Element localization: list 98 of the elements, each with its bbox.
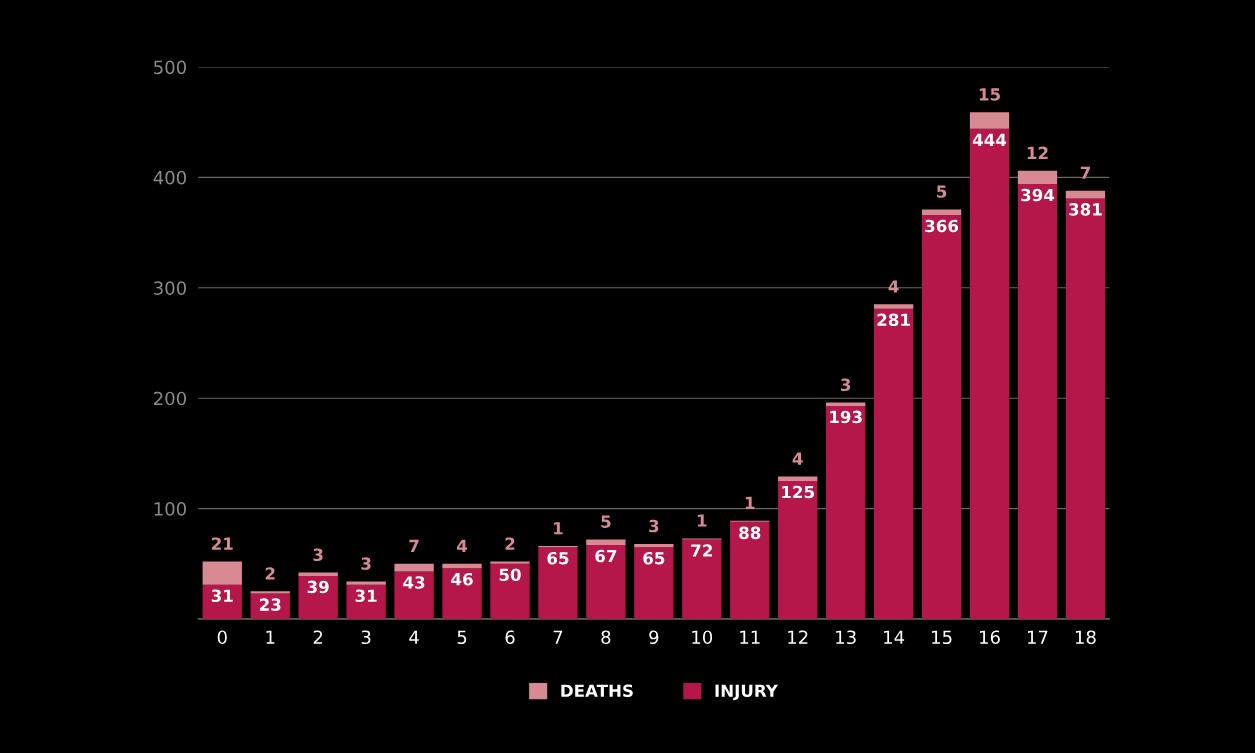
- data-label: 7: [1080, 166, 1090, 179]
- data-label: 3: [361, 557, 371, 570]
- data-label: 23: [259, 598, 281, 611]
- bar: [969, 128, 1010, 619]
- data-label: 2: [505, 537, 515, 550]
- x-tick-label: 15: [932, 630, 952, 645]
- data-label: 72: [691, 544, 712, 557]
- y-tick-label: 200: [154, 391, 186, 406]
- bar: [634, 547, 674, 619]
- x-tick-label: 2: [313, 630, 323, 644]
- data-label: 65: [643, 551, 665, 565]
- data-label: 125: [782, 485, 814, 499]
- bar: [202, 561, 242, 585]
- x-tick-label: 17: [1027, 630, 1048, 644]
- data-label: 4: [888, 280, 899, 293]
- legend-label: INJURY: [715, 684, 779, 701]
- x-tick-label: 7: [553, 630, 563, 644]
- x-tick-label: 9: [649, 630, 659, 645]
- x-tick-label: 5: [457, 630, 467, 645]
- y-tick-label: 100: [154, 502, 186, 516]
- bar: [586, 539, 626, 545]
- bar: [826, 405, 866, 619]
- x-tick-label: 12: [788, 630, 808, 644]
- data-label: 5: [937, 185, 947, 198]
- bar: [442, 563, 482, 569]
- x-tick-label: 10: [692, 630, 713, 645]
- bar: [873, 308, 914, 619]
- bar: [778, 480, 818, 619]
- bar: [298, 575, 338, 619]
- x-tick-label: 14: [884, 630, 905, 644]
- bar: [873, 304, 914, 309]
- data-label: 4: [792, 452, 803, 465]
- data-label: 67: [595, 549, 617, 563]
- data-label: 1: [554, 522, 563, 535]
- data-label: 3: [840, 378, 851, 392]
- x-tick-label: 8: [601, 630, 611, 645]
- x-tick-label: 13: [836, 630, 856, 645]
- data-label: 43: [403, 576, 425, 589]
- data-label: 31: [355, 589, 377, 603]
- y-tick-label: 400: [153, 170, 186, 185]
- data-label: 7: [409, 539, 419, 552]
- legend-label: DEATHS: [561, 684, 633, 698]
- data-label: 15: [979, 88, 1000, 101]
- bar: [394, 563, 434, 572]
- x-tick-label: 11: [740, 630, 760, 644]
- bar: [586, 545, 626, 619]
- bar: [202, 584, 242, 619]
- bar: [730, 521, 770, 619]
- x-tick-label: 4: [409, 630, 419, 644]
- data-label: 381: [1069, 203, 1102, 216]
- bar: [682, 539, 722, 619]
- bar: [778, 476, 818, 481]
- data-label: 31: [211, 589, 233, 603]
- bar: [1065, 190, 1106, 199]
- x-tick-label: 16: [980, 630, 1000, 645]
- x-tick-label: 3: [361, 630, 371, 645]
- data-label: 366: [925, 219, 959, 233]
- data-label: 50: [499, 568, 521, 582]
- data-label: 1: [697, 514, 707, 527]
- x-tick-label: 1: [266, 630, 275, 644]
- bar: [346, 584, 386, 619]
- bar: [250, 591, 290, 594]
- bar: [1017, 184, 1058, 619]
- data-label: 21: [211, 537, 233, 550]
- data-label: 5: [601, 515, 611, 528]
- bar: [538, 547, 578, 619]
- data-label: 193: [830, 410, 862, 424]
- bar: [1065, 198, 1106, 619]
- bar: [394, 571, 434, 619]
- data-label: 3: [313, 548, 323, 562]
- data-label: 39: [307, 580, 329, 594]
- bar: [1017, 170, 1058, 185]
- data-label: 444: [972, 133, 1007, 146]
- x-tick-label: 18: [1075, 630, 1096, 645]
- data-label: 88: [739, 526, 761, 540]
- data-label: 65: [547, 551, 569, 565]
- bar: [490, 561, 530, 564]
- bar: [298, 572, 338, 576]
- data-label: 394: [1021, 188, 1055, 202]
- bar: [442, 568, 482, 619]
- data-label: 46: [451, 572, 473, 586]
- bar: [921, 209, 962, 215]
- data-label: 4: [456, 539, 468, 552]
- bar: [921, 214, 962, 619]
- bar: [346, 581, 386, 585]
- bar: [969, 112, 1010, 129]
- x-tick-label: 0: [217, 630, 227, 645]
- data-label: 2: [265, 567, 275, 580]
- data-label: 3: [649, 519, 659, 533]
- data-label: 12: [1027, 146, 1048, 159]
- x-tick-label: 6: [505, 630, 515, 645]
- y-tick-label: 300: [154, 281, 186, 295]
- data-label: 281: [877, 313, 910, 327]
- y-tick-label: 500: [154, 60, 186, 75]
- data-label: 1: [745, 496, 755, 509]
- bar: [826, 402, 866, 406]
- bar: [634, 543, 674, 548]
- bar: [490, 563, 530, 619]
